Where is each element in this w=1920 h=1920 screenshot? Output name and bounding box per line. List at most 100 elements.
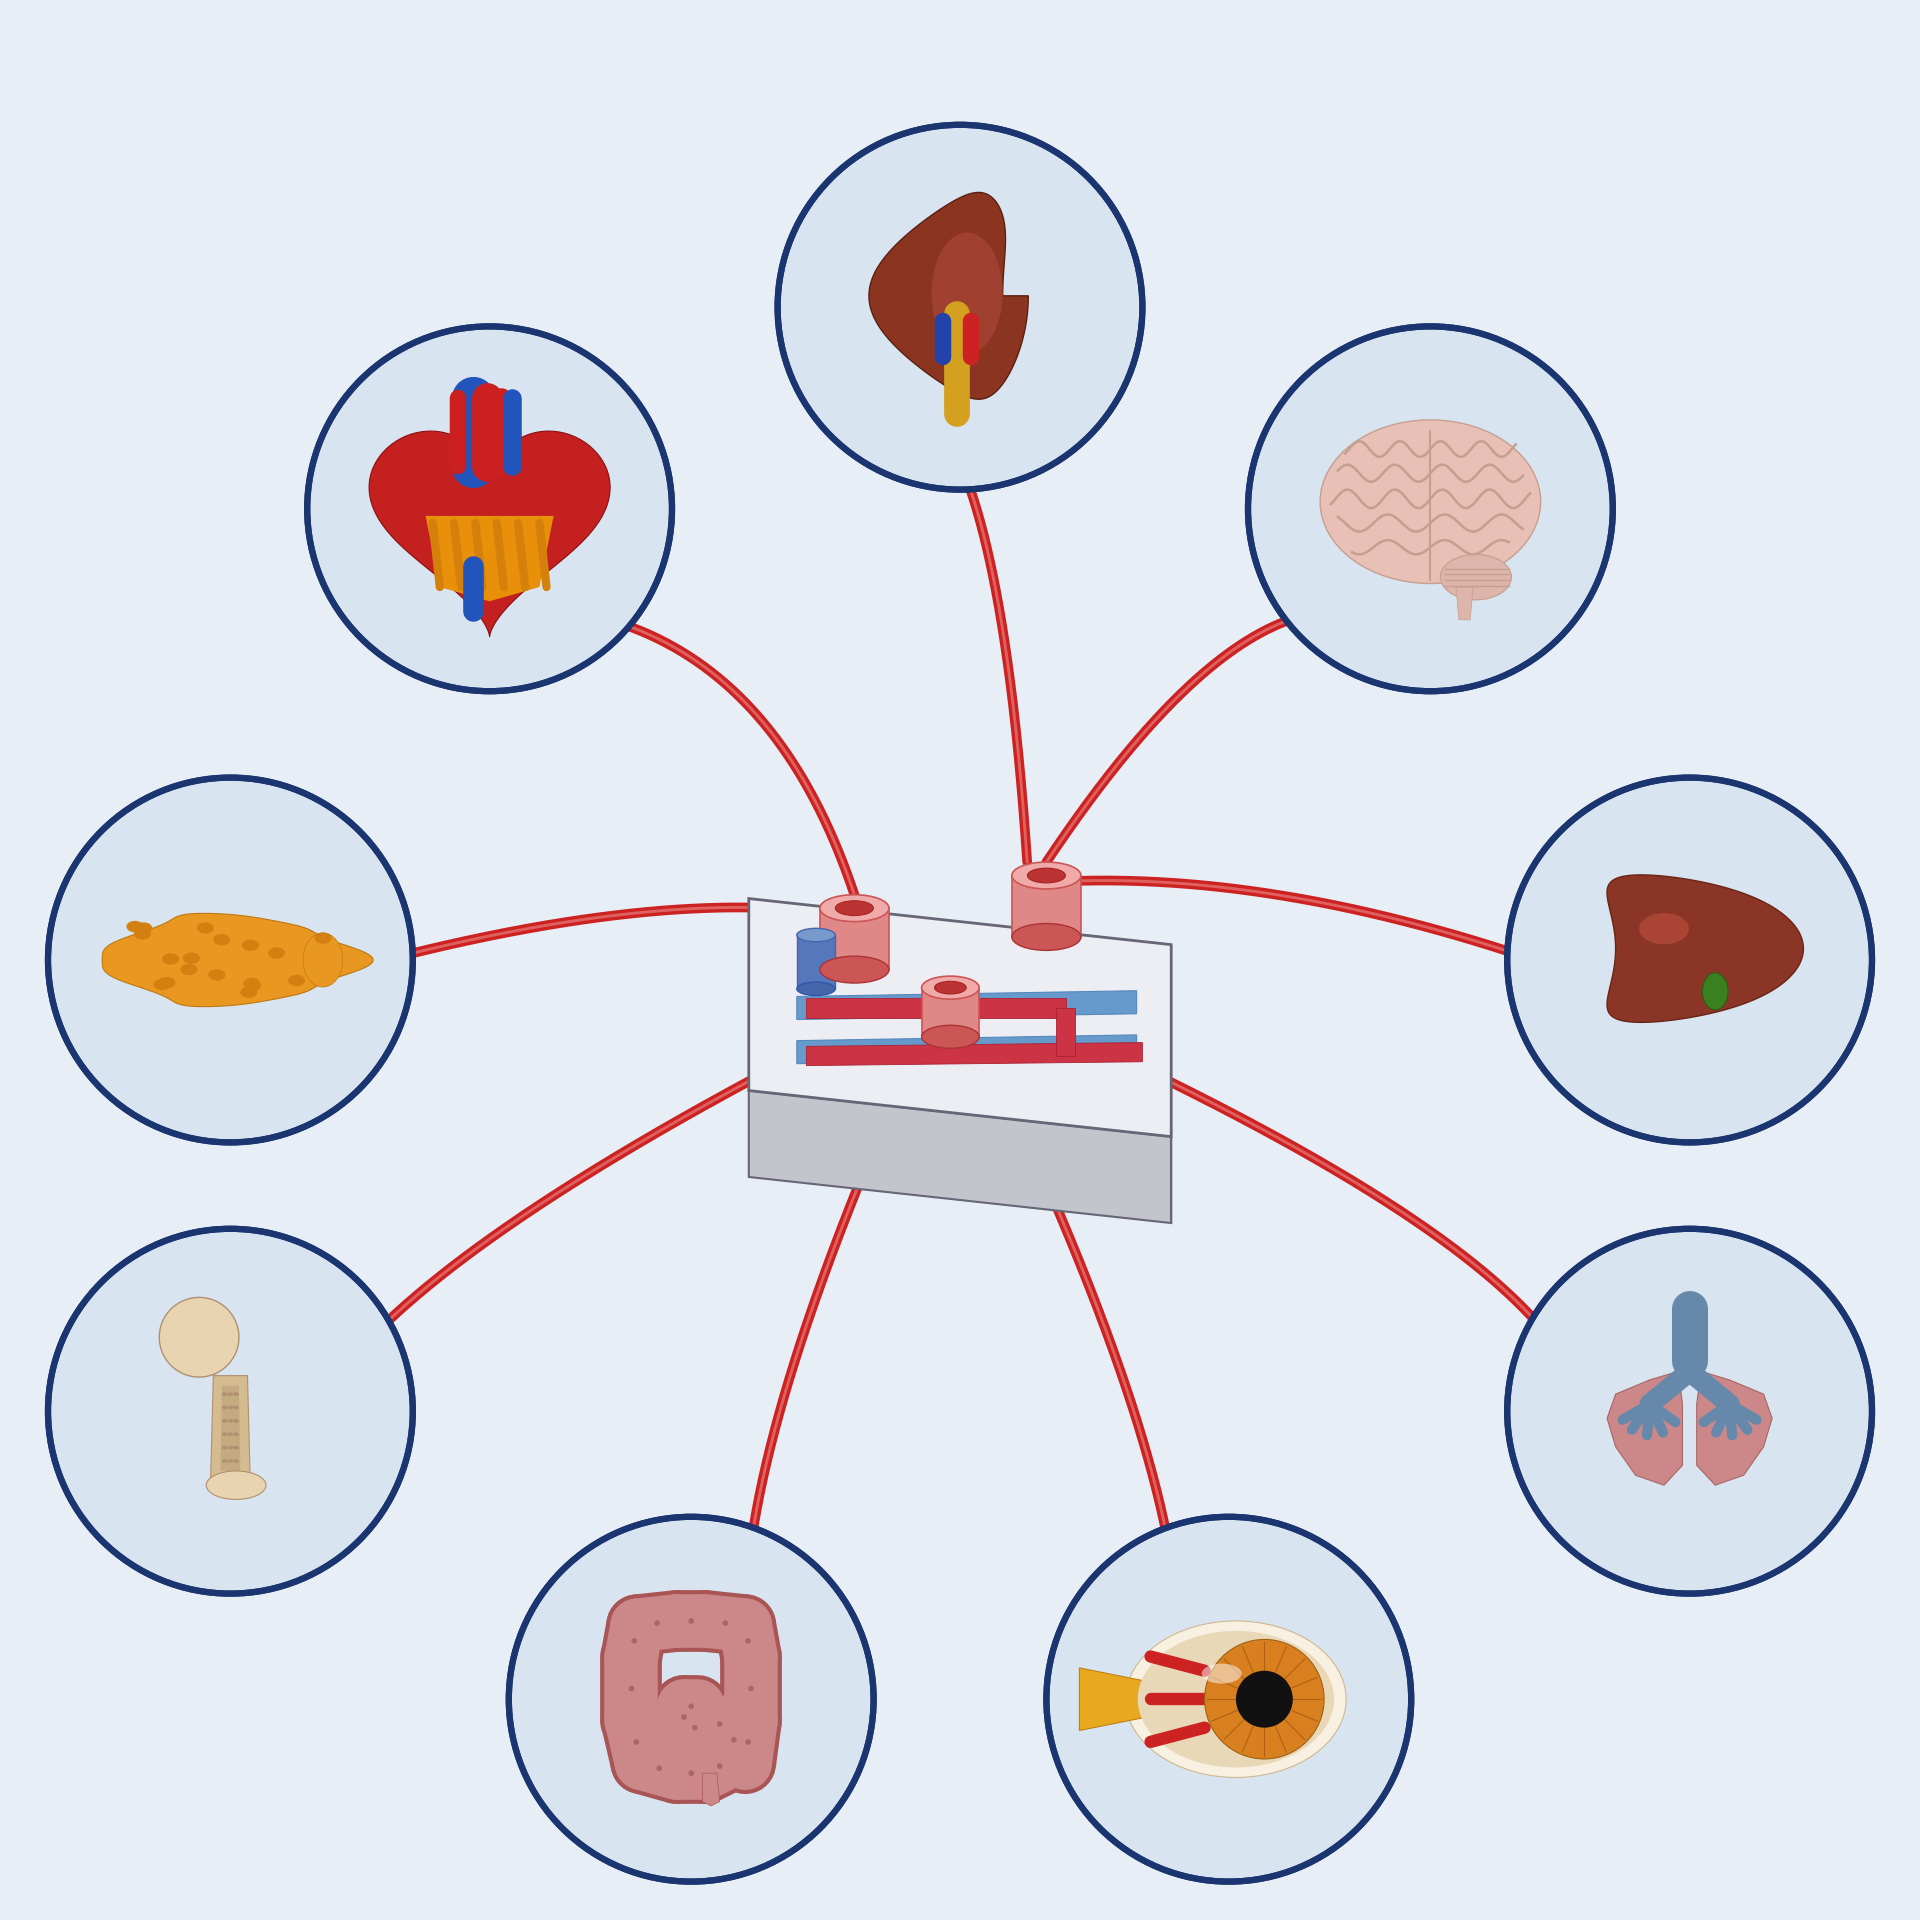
Polygon shape bbox=[1607, 1371, 1682, 1486]
Ellipse shape bbox=[1440, 555, 1511, 599]
Ellipse shape bbox=[931, 232, 1002, 353]
Ellipse shape bbox=[242, 939, 259, 950]
Ellipse shape bbox=[716, 1720, 722, 1726]
Ellipse shape bbox=[223, 1446, 228, 1450]
Polygon shape bbox=[221, 1386, 240, 1471]
Ellipse shape bbox=[127, 922, 144, 933]
Ellipse shape bbox=[797, 983, 835, 996]
Ellipse shape bbox=[182, 952, 200, 964]
Ellipse shape bbox=[1703, 973, 1728, 1010]
Ellipse shape bbox=[228, 1405, 232, 1409]
Ellipse shape bbox=[1640, 914, 1690, 945]
Ellipse shape bbox=[303, 933, 344, 987]
Ellipse shape bbox=[232, 1392, 238, 1396]
Ellipse shape bbox=[935, 981, 966, 995]
Ellipse shape bbox=[228, 1392, 232, 1396]
Ellipse shape bbox=[154, 979, 171, 991]
Polygon shape bbox=[102, 914, 372, 1006]
Polygon shape bbox=[1012, 876, 1081, 937]
Polygon shape bbox=[797, 991, 1137, 1020]
Polygon shape bbox=[806, 1043, 1142, 1066]
Ellipse shape bbox=[315, 933, 332, 945]
Circle shape bbox=[307, 326, 672, 691]
Ellipse shape bbox=[1125, 1620, 1346, 1778]
Ellipse shape bbox=[1321, 420, 1540, 584]
Ellipse shape bbox=[691, 1724, 697, 1730]
Polygon shape bbox=[1607, 876, 1803, 1021]
Ellipse shape bbox=[1202, 1663, 1242, 1684]
Ellipse shape bbox=[232, 1446, 238, 1450]
Ellipse shape bbox=[228, 1459, 232, 1463]
Ellipse shape bbox=[689, 1770, 693, 1776]
Ellipse shape bbox=[213, 933, 230, 945]
Polygon shape bbox=[870, 192, 1029, 399]
Polygon shape bbox=[797, 935, 835, 989]
Polygon shape bbox=[749, 1091, 1171, 1223]
Circle shape bbox=[48, 1229, 413, 1594]
Polygon shape bbox=[369, 432, 611, 637]
Ellipse shape bbox=[820, 895, 889, 922]
Ellipse shape bbox=[722, 1620, 728, 1626]
Ellipse shape bbox=[632, 1638, 637, 1644]
Polygon shape bbox=[1056, 1008, 1075, 1056]
Polygon shape bbox=[1697, 1371, 1772, 1486]
Polygon shape bbox=[820, 908, 889, 970]
Ellipse shape bbox=[223, 1392, 228, 1396]
Ellipse shape bbox=[797, 927, 835, 943]
Ellipse shape bbox=[745, 1638, 751, 1644]
Ellipse shape bbox=[1012, 862, 1081, 889]
Polygon shape bbox=[806, 998, 1066, 1018]
Circle shape bbox=[509, 1517, 874, 1882]
Ellipse shape bbox=[820, 956, 889, 983]
Ellipse shape bbox=[732, 1738, 737, 1743]
Ellipse shape bbox=[134, 927, 152, 939]
Polygon shape bbox=[749, 899, 1171, 1137]
Ellipse shape bbox=[655, 1620, 660, 1626]
Polygon shape bbox=[703, 1774, 720, 1807]
Ellipse shape bbox=[922, 975, 979, 998]
Polygon shape bbox=[188, 1329, 230, 1375]
Ellipse shape bbox=[716, 1763, 722, 1768]
Ellipse shape bbox=[689, 1703, 693, 1709]
Ellipse shape bbox=[689, 1619, 693, 1624]
Circle shape bbox=[1248, 326, 1613, 691]
Polygon shape bbox=[211, 1375, 250, 1486]
Ellipse shape bbox=[244, 977, 261, 989]
Ellipse shape bbox=[628, 1686, 634, 1692]
Ellipse shape bbox=[745, 1740, 751, 1745]
Ellipse shape bbox=[159, 977, 175, 989]
Ellipse shape bbox=[244, 979, 261, 991]
Circle shape bbox=[1507, 778, 1872, 1142]
Ellipse shape bbox=[232, 1405, 238, 1409]
Ellipse shape bbox=[657, 1764, 662, 1770]
Circle shape bbox=[1236, 1670, 1292, 1728]
Polygon shape bbox=[1455, 588, 1473, 620]
Ellipse shape bbox=[207, 970, 225, 981]
Ellipse shape bbox=[161, 954, 179, 964]
Circle shape bbox=[1046, 1517, 1411, 1882]
Ellipse shape bbox=[180, 964, 198, 975]
Polygon shape bbox=[797, 1035, 1137, 1064]
Polygon shape bbox=[426, 516, 553, 601]
Ellipse shape bbox=[634, 1740, 639, 1745]
Circle shape bbox=[778, 125, 1142, 490]
Ellipse shape bbox=[228, 1446, 232, 1450]
Ellipse shape bbox=[232, 1419, 238, 1423]
Ellipse shape bbox=[198, 922, 213, 933]
Ellipse shape bbox=[232, 1432, 238, 1436]
Ellipse shape bbox=[223, 1459, 228, 1463]
Ellipse shape bbox=[922, 1025, 979, 1048]
Ellipse shape bbox=[1012, 924, 1081, 950]
Ellipse shape bbox=[223, 1432, 228, 1436]
Polygon shape bbox=[1079, 1668, 1150, 1730]
Circle shape bbox=[159, 1298, 238, 1377]
Ellipse shape bbox=[228, 1419, 232, 1423]
Ellipse shape bbox=[682, 1715, 687, 1720]
Circle shape bbox=[48, 778, 413, 1142]
Ellipse shape bbox=[223, 1405, 228, 1409]
Ellipse shape bbox=[205, 1471, 267, 1500]
Ellipse shape bbox=[232, 1459, 238, 1463]
Ellipse shape bbox=[228, 1432, 232, 1436]
Circle shape bbox=[1204, 1640, 1325, 1759]
Circle shape bbox=[1507, 1229, 1872, 1594]
